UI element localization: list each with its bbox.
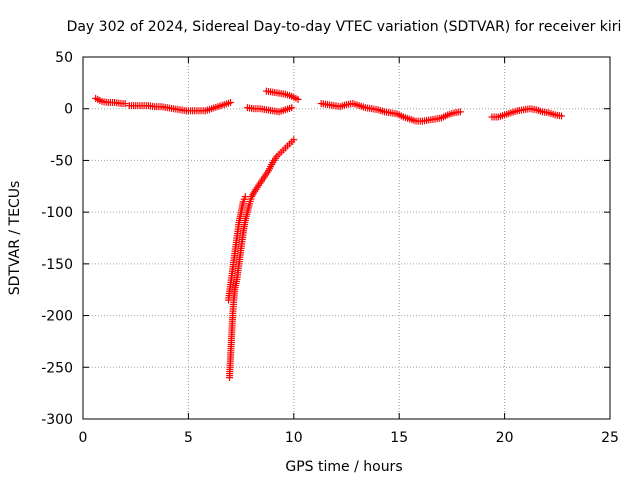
- y-tick-label: -300: [41, 412, 73, 428]
- data-point: [241, 193, 249, 201]
- y-tick-label: -250: [41, 360, 73, 376]
- plot-frame: [82, 56, 611, 420]
- data-points: [92, 87, 566, 382]
- y-tick-label: 50: [55, 50, 73, 66]
- x-tick-label: 15: [390, 430, 408, 446]
- y-tick-label: 0: [64, 102, 73, 118]
- data-point: [456, 108, 464, 116]
- y-tick-label: -150: [41, 257, 73, 273]
- x-axis-label: GPS time / hours: [285, 459, 402, 475]
- data-point: [290, 136, 298, 144]
- x-tick-label: 10: [285, 430, 303, 446]
- data-point: [558, 112, 566, 120]
- grid: [83, 57, 610, 419]
- chart-title: Day 302 of 2024, Sidereal Day-to-day VTE…: [67, 19, 622, 35]
- y-tick-label: -200: [41, 309, 73, 325]
- data-point: [227, 99, 235, 107]
- y-axis-label: SDTVAR / TECUs: [7, 181, 23, 296]
- x-tick-label: 20: [496, 430, 514, 446]
- x-tick-label: 5: [184, 430, 193, 446]
- ticks: 0 5 10 15 20 25 50 0 -50 -100 -150 -200 -250 -300: [41, 50, 619, 446]
- x-tick-label: 25: [601, 430, 619, 446]
- x-tick-label: 0: [79, 430, 88, 446]
- data-point: [288, 104, 296, 112]
- data-point: [121, 100, 129, 108]
- data-point: [294, 95, 302, 103]
- y-tick-label: -50: [50, 153, 73, 169]
- y-tick-label: -100: [41, 205, 73, 221]
